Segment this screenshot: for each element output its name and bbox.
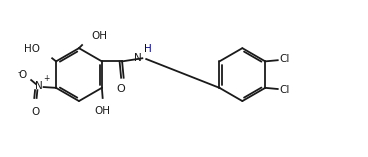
Text: Cl: Cl (279, 85, 290, 95)
Text: H: H (144, 44, 152, 54)
Text: N: N (134, 53, 142, 63)
Text: N: N (35, 81, 43, 91)
Text: +: + (43, 74, 49, 83)
Text: -: - (17, 69, 21, 78)
Text: O: O (31, 106, 39, 116)
Text: OH: OH (95, 106, 111, 116)
Text: OH: OH (92, 31, 108, 41)
Text: HO: HO (25, 44, 40, 54)
Text: O: O (117, 84, 125, 94)
Text: O: O (18, 70, 26, 80)
Text: Cl: Cl (279, 54, 290, 64)
